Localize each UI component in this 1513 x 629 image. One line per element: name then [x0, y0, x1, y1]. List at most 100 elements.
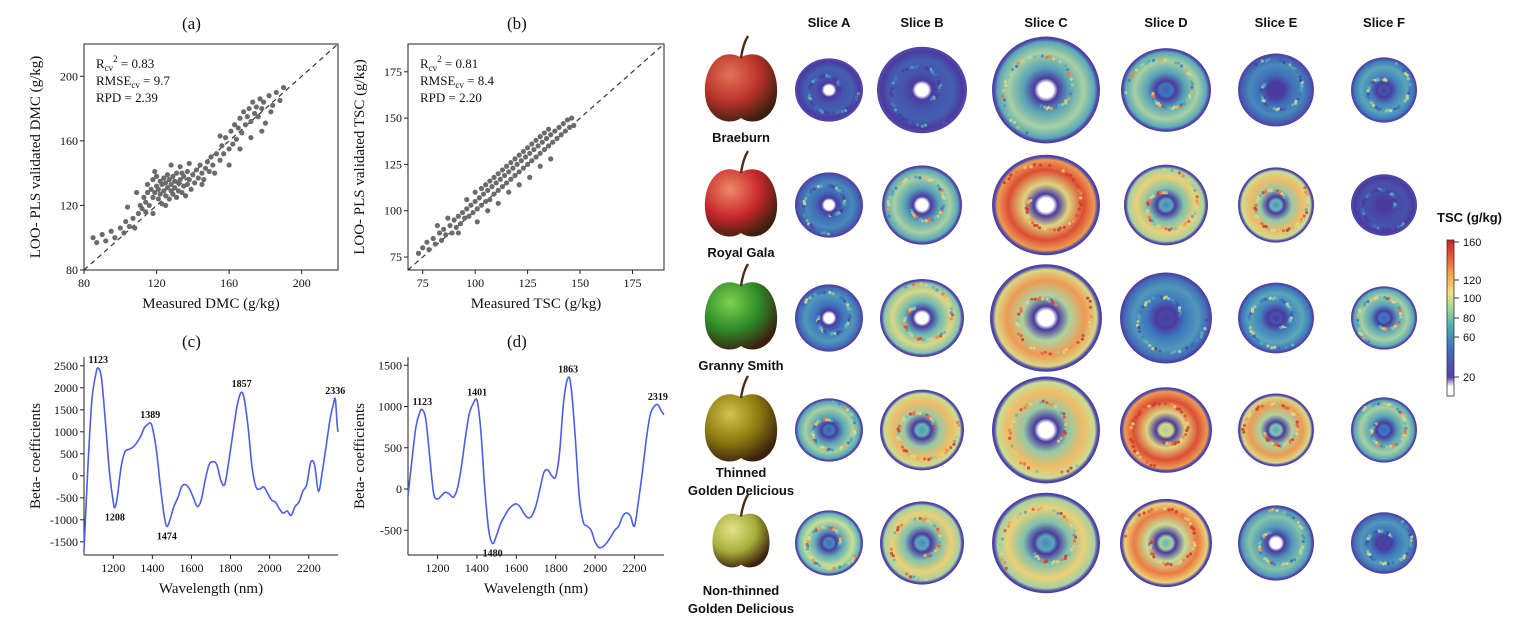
data-point — [537, 163, 543, 169]
plot-frame — [407, 43, 665, 271]
texture-speck — [1270, 229, 1274, 233]
data-point — [206, 168, 212, 175]
texture-speck — [916, 283, 920, 287]
texture-speck — [1403, 421, 1408, 426]
texture-speck — [1285, 561, 1289, 566]
texture-speck — [809, 223, 813, 227]
texture-speck — [823, 417, 827, 421]
texture-speck — [1138, 410, 1142, 414]
texture-speck — [1381, 108, 1385, 112]
texture-speck — [1164, 563, 1168, 567]
texture-speck — [1264, 82, 1268, 86]
data-point — [255, 114, 261, 120]
texture-speck — [1284, 345, 1288, 349]
texture-speck — [839, 210, 843, 214]
texture-speck — [817, 526, 821, 531]
texture-speck — [1367, 193, 1371, 197]
texture-speck — [1374, 422, 1378, 426]
texture-speck — [1258, 545, 1262, 549]
x-tick-label: 1600 — [504, 561, 528, 575]
data-point — [470, 209, 476, 216]
texture-speck — [1185, 428, 1189, 433]
data-point — [485, 187, 491, 193]
data-point — [173, 194, 180, 200]
data-point — [548, 156, 554, 162]
texture-speck — [1037, 557, 1041, 561]
texture-speck — [1038, 296, 1042, 300]
texture-speck — [1071, 178, 1075, 182]
data-point — [155, 196, 161, 202]
data-point — [266, 93, 272, 99]
texture-speck — [917, 218, 921, 222]
data-point — [212, 170, 218, 176]
texture-speck — [894, 75, 898, 79]
texture-speck — [1076, 340, 1080, 345]
data-point — [259, 105, 265, 112]
texture-speck — [1387, 296, 1391, 300]
texture-speck — [1016, 61, 1020, 65]
texture-speck — [923, 553, 927, 558]
texture-speck — [1405, 552, 1409, 556]
texture-speck — [904, 177, 908, 182]
texture-speck — [1288, 63, 1292, 67]
data-point — [126, 223, 132, 230]
texture-speck — [1040, 351, 1044, 355]
texture-speck — [999, 552, 1004, 556]
texture-speck — [843, 405, 847, 409]
data-point — [539, 139, 545, 145]
texture-speck — [828, 566, 833, 570]
data-point — [199, 170, 205, 176]
texture-speck — [1360, 305, 1364, 309]
texture-speck — [811, 226, 815, 230]
texture-speck — [924, 176, 928, 180]
apple-slice-tsc-map — [795, 510, 863, 576]
texture-speck — [1300, 84, 1304, 88]
texture-speck — [1370, 434, 1374, 438]
texture-speck — [1137, 412, 1141, 417]
data-point — [527, 150, 533, 156]
texture-speck — [1371, 436, 1376, 441]
texture-speck — [1004, 83, 1008, 88]
texture-speck — [1176, 440, 1180, 444]
data-point — [560, 121, 566, 127]
beta-coefficient-line — [83, 367, 339, 551]
data-point — [146, 202, 152, 209]
texture-speck — [898, 568, 903, 572]
texture-speck — [1077, 207, 1081, 211]
texture-speck — [1187, 219, 1191, 224]
texture-speck — [952, 442, 956, 446]
texture-speck — [904, 118, 908, 122]
texture-speck — [893, 531, 897, 535]
texture-speck — [1056, 228, 1061, 232]
texture-speck — [1401, 414, 1405, 418]
column-header: Slice D — [1144, 15, 1187, 30]
texture-speck — [1193, 209, 1197, 213]
texture-speck — [1280, 563, 1284, 567]
apple-photo — [704, 150, 778, 237]
data-point — [436, 230, 443, 236]
texture-speck — [844, 325, 848, 330]
data-point — [451, 217, 457, 223]
x-tick-label: 2200 — [297, 561, 321, 575]
data-point — [476, 195, 482, 201]
data-point — [193, 167, 200, 173]
texture-speck — [798, 306, 803, 310]
texture-speck — [919, 411, 923, 415]
texture-speck — [925, 339, 929, 343]
texture-speck — [1064, 427, 1068, 431]
texture-speck — [1391, 194, 1395, 198]
texture-speck — [1059, 436, 1063, 441]
texture-speck — [1007, 428, 1011, 432]
texture-speck — [1358, 331, 1362, 335]
y-tick-label: 2500 — [54, 359, 78, 373]
texture-speck — [1007, 177, 1011, 181]
texture-speck — [1029, 299, 1033, 304]
texture-speck — [1298, 92, 1302, 96]
texture-speck — [1304, 190, 1308, 194]
texture-speck — [889, 91, 893, 95]
texture-speck — [1373, 224, 1377, 228]
texture-speck — [841, 296, 845, 300]
texture-speck — [1357, 327, 1361, 332]
texture-speck — [1393, 196, 1397, 200]
texture-speck — [1069, 73, 1073, 77]
